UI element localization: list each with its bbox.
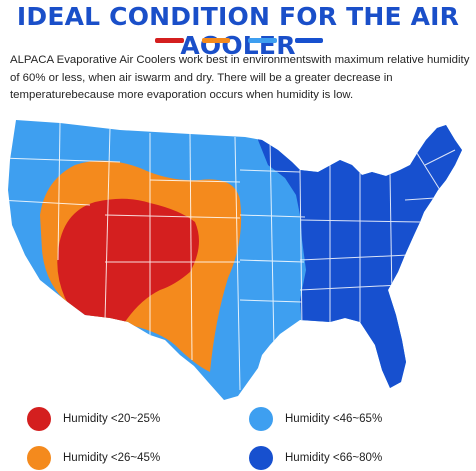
red-region: [57, 198, 199, 333]
bar-red: [155, 38, 184, 43]
legend-label-red: Humidity <20~25%: [63, 413, 161, 425]
legend-label-dark-blue: Humidity <66~80%: [285, 452, 383, 464]
legend-item-red: Humidity <20~25%: [27, 407, 160, 431]
page-title: IDEAL CONDITION FOR THE AIR AOOLER: [16, 2, 460, 60]
legend-dot-light-blue: [249, 407, 273, 431]
bar-orange: [201, 38, 230, 43]
color-bars: [155, 38, 323, 43]
legend-dot-orange: [27, 446, 51, 470]
legend-label-orange: Humidity <26~45%: [63, 452, 161, 464]
state-borders: [8, 122, 456, 400]
description: ALPACA Evaporative Air Coolers work best…: [10, 54, 470, 101]
legend-item-dark-blue: Humidity <66~80%: [249, 446, 382, 470]
legend-label-light-blue: Humidity <46~65%: [285, 413, 383, 425]
bar-light-blue: [248, 38, 277, 43]
legend-dot-red: [27, 407, 51, 431]
legend-dot-dark-blue: [249, 446, 273, 470]
us-humidity-map: [8, 120, 462, 400]
legend-item-light-blue: Humidity <46~65%: [249, 407, 382, 431]
bar-dark-blue: [294, 38, 323, 43]
legend-item-orange: Humidity <26~45%: [27, 446, 160, 470]
